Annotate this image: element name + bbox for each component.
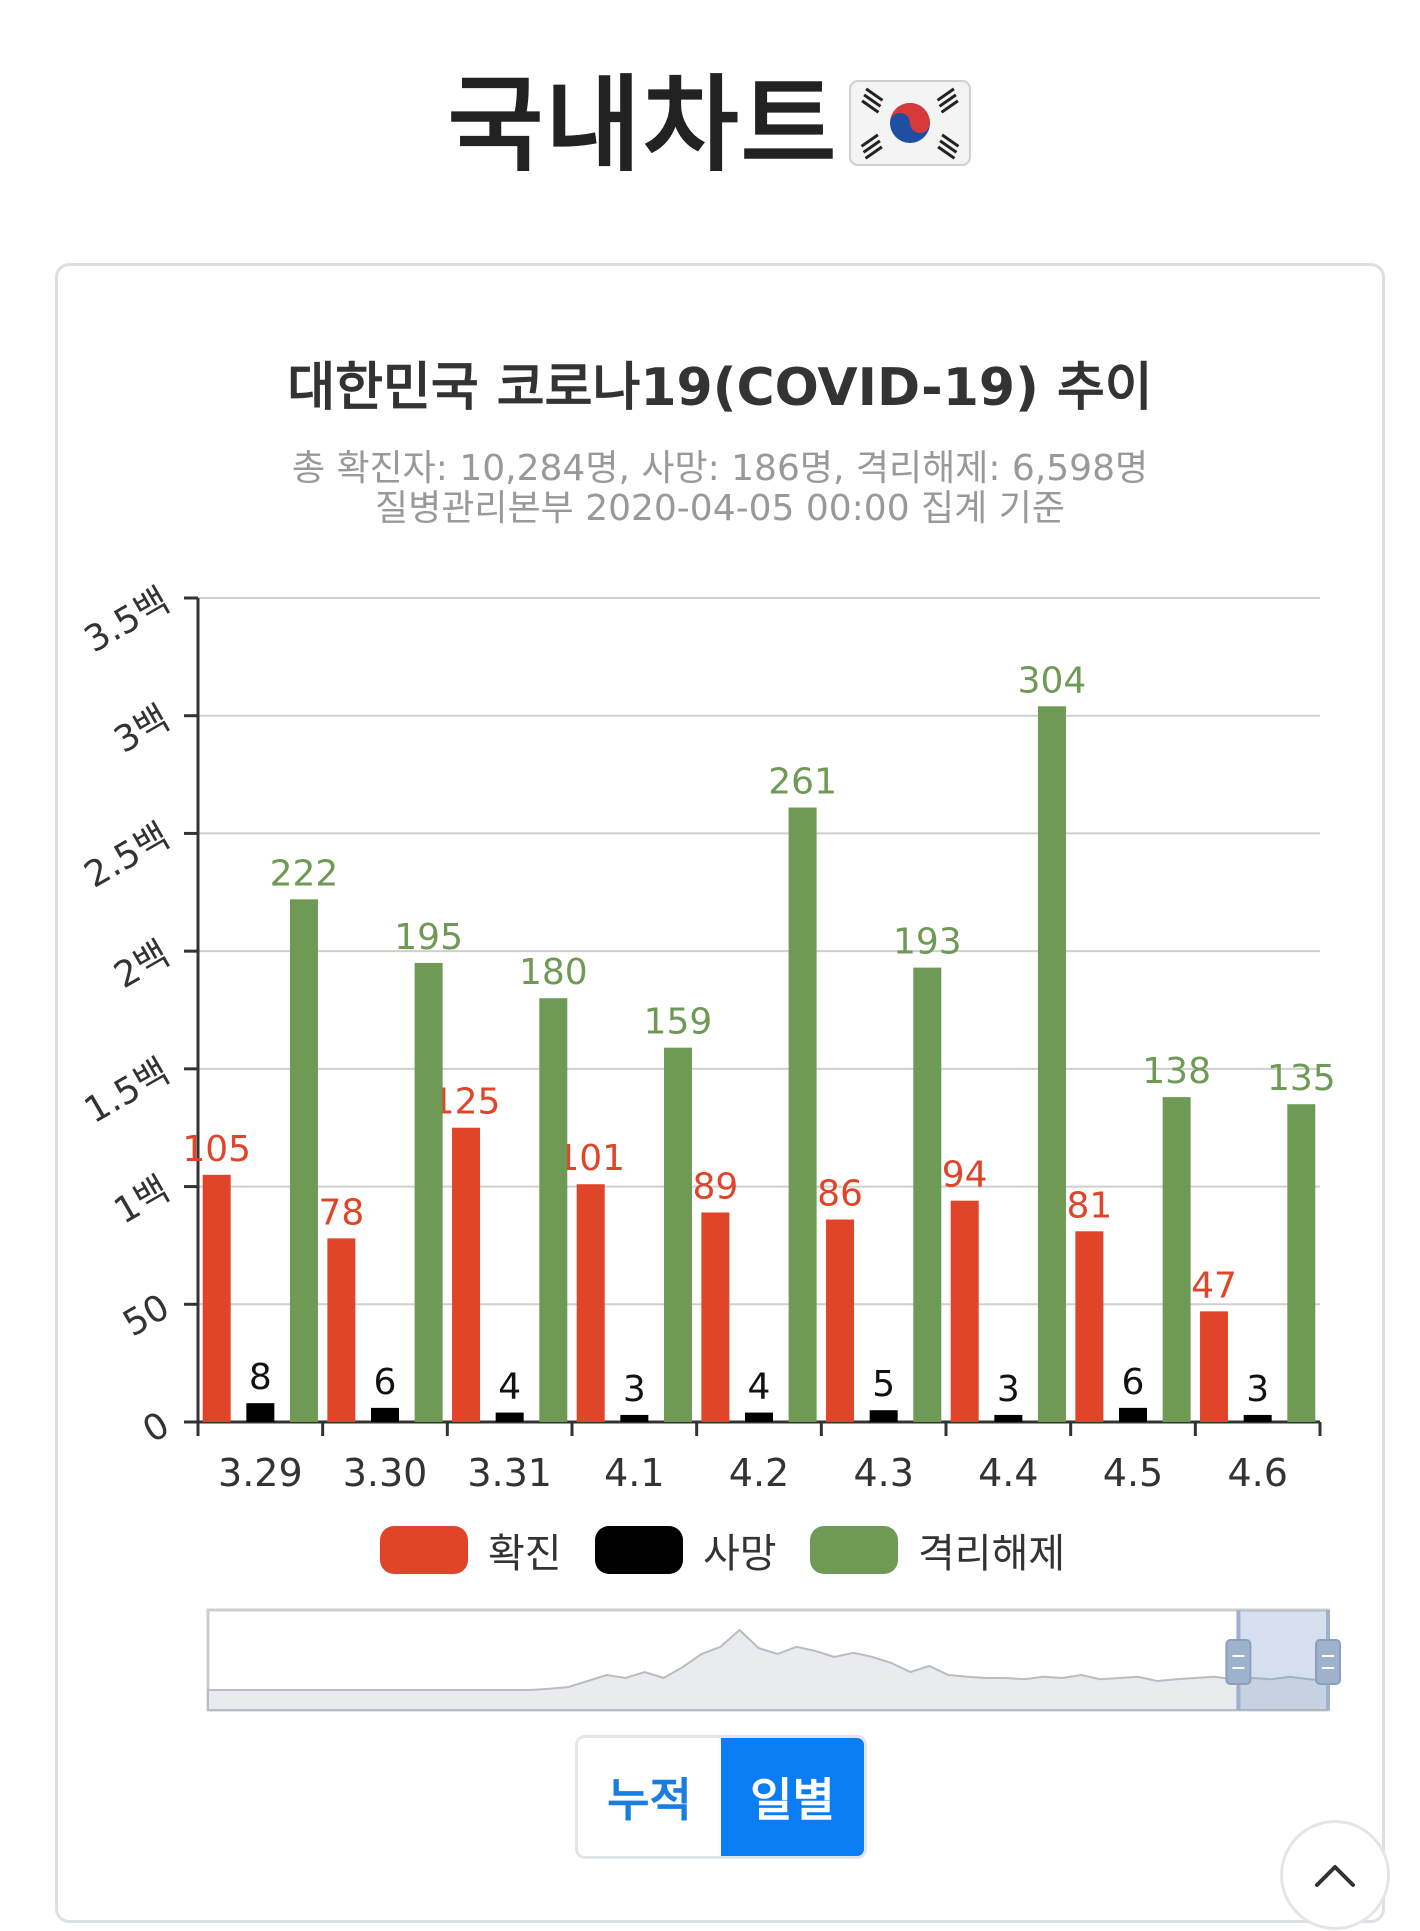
x-tick-label: 3.30 <box>343 1451 428 1495</box>
bar-deaths <box>994 1414 1023 1422</box>
x-tick-label: 4.2 <box>729 1451 789 1495</box>
data-label-released: 193 <box>893 922 962 963</box>
data-label-deaths: 3 <box>623 1369 646 1410</box>
y-tick-label: 3.5백 <box>78 580 177 661</box>
chart-legend: 확진 사망 격리해제 <box>0 1520 1420 1580</box>
data-label-released: 180 <box>519 952 588 993</box>
bar-confirmed <box>576 1184 605 1422</box>
data-label-confirmed: 81 <box>1066 1185 1112 1226</box>
data-label-confirmed: 47 <box>1191 1265 1237 1306</box>
bar-confirmed <box>1075 1231 1104 1422</box>
data-label-released: 304 <box>1018 660 1087 701</box>
bar-confirmed <box>202 1174 231 1422</box>
view-toggle: 누적 일별 <box>575 1735 867 1859</box>
data-label-deaths: 4 <box>498 1367 521 1408</box>
bar-released <box>663 1047 692 1422</box>
legend-item-confirmed[interactable]: 확진 <box>380 1520 562 1580</box>
bar-confirmed <box>452 1127 481 1422</box>
x-tick-label: 4.1 <box>604 1451 664 1495</box>
y-tick-label: 0 <box>136 1404 176 1451</box>
bar-released <box>539 998 568 1422</box>
bar-deaths <box>745 1412 773 1422</box>
south-korea-flag-icon <box>849 79 972 166</box>
data-label-deaths: 6 <box>374 1362 397 1403</box>
y-tick-label: 50 <box>116 1287 176 1345</box>
legend-swatch-confirmed <box>380 1526 468 1574</box>
y-tick-label: 1.5백 <box>78 1051 177 1132</box>
chart-title: 대한민국 코로나19(COVID-19) 추이 <box>287 358 1153 418</box>
chevron-up-icon <box>1315 1865 1355 1887</box>
data-label-released: 135 <box>1267 1058 1336 1099</box>
chart-subtitle-line-1: 총 확진자: 10,284명, 사망: 186명, 격리해제: 6,598명 <box>291 448 1149 489</box>
bar-released <box>1037 706 1066 1422</box>
bar-released <box>788 807 817 1422</box>
legend-item-released[interactable]: 격리해제 <box>810 1520 1065 1580</box>
data-label-deaths: 3 <box>1246 1369 1269 1410</box>
y-tick-label: 2백 <box>107 933 176 997</box>
x-tick-label: 4.4 <box>978 1451 1038 1495</box>
data-label-deaths: 5 <box>872 1364 895 1405</box>
data-label-released: 138 <box>1142 1051 1211 1092</box>
bar-released <box>289 899 318 1422</box>
data-label-confirmed: 94 <box>942 1155 988 1196</box>
data-label-confirmed: 125 <box>432 1082 501 1123</box>
bar-released <box>414 962 443 1422</box>
navigator-handle-left[interactable] <box>1225 1639 1252 1685</box>
bar-confirmed <box>701 1212 730 1422</box>
bar-released <box>1162 1097 1191 1422</box>
data-label-confirmed: 89 <box>692 1166 738 1207</box>
y-tick-label: 3백 <box>107 698 176 762</box>
bar-deaths <box>371 1407 399 1422</box>
chart-subtitle-line-2: 질병관리본부 2020-04-05 00:00 집계 기준 <box>375 488 1065 529</box>
bar-deaths <box>1119 1407 1147 1422</box>
bar-released <box>913 967 942 1422</box>
data-label-released: 261 <box>768 762 837 803</box>
legend-label-deaths: 사망 <box>703 1531 777 1577</box>
scroll-to-top-button[interactable] <box>1280 1820 1390 1930</box>
bar-deaths <box>869 1410 898 1422</box>
x-tick-label: 4.3 <box>853 1451 913 1495</box>
bar-deaths <box>1243 1414 1272 1422</box>
legend-item-deaths[interactable]: 사망 <box>595 1520 777 1580</box>
legend-swatch-released <box>810 1526 898 1574</box>
navigator-window[interactable] <box>1238 1610 1328 1710</box>
data-label-deaths: 4 <box>748 1367 771 1408</box>
bar-confirmed <box>1200 1311 1229 1422</box>
data-label-deaths: 3 <box>997 1369 1020 1410</box>
cumulative-toggle-button[interactable]: 누적 <box>578 1738 721 1856</box>
bar-deaths <box>620 1414 649 1422</box>
data-label-deaths: 6 <box>1122 1362 1145 1403</box>
legend-label-confirmed: 확진 <box>488 1531 562 1577</box>
bar-confirmed <box>950 1200 979 1422</box>
x-tick-label: 3.29 <box>218 1451 303 1495</box>
legend-swatch-deaths <box>595 1526 683 1574</box>
bar-confirmed <box>826 1219 855 1422</box>
data-label-confirmed: 78 <box>318 1192 364 1233</box>
bar-deaths <box>495 1412 524 1422</box>
x-tick-label: 4.5 <box>1103 1451 1163 1495</box>
legend-label-released: 격리해제 <box>918 1531 1066 1577</box>
page-title: 국내차트 <box>0 40 1420 191</box>
x-tick-label: 4.6 <box>1227 1451 1287 1495</box>
data-label-released: 195 <box>394 917 463 958</box>
data-label-confirmed: 86 <box>817 1174 863 1215</box>
bar-confirmed <box>327 1238 356 1422</box>
y-tick-label: 2.5백 <box>78 816 177 897</box>
data-label-released: 222 <box>270 853 339 894</box>
navigator-handle-right[interactable] <box>1315 1639 1341 1685</box>
y-tick-label: 1백 <box>107 1169 176 1233</box>
x-tick-label: 3.31 <box>467 1451 552 1495</box>
data-label-released: 159 <box>644 1002 713 1043</box>
data-label-confirmed: 105 <box>182 1129 251 1170</box>
navigator-series-area <box>207 1628 1329 1711</box>
bar-released <box>1287 1104 1316 1422</box>
data-label-deaths: 8 <box>249 1357 272 1398</box>
page-title-text: 국내차트 <box>447 64 839 186</box>
bar-deaths <box>246 1403 275 1422</box>
data-label-confirmed: 101 <box>556 1138 625 1179</box>
daily-toggle-button[interactable]: 일별 <box>721 1738 864 1856</box>
